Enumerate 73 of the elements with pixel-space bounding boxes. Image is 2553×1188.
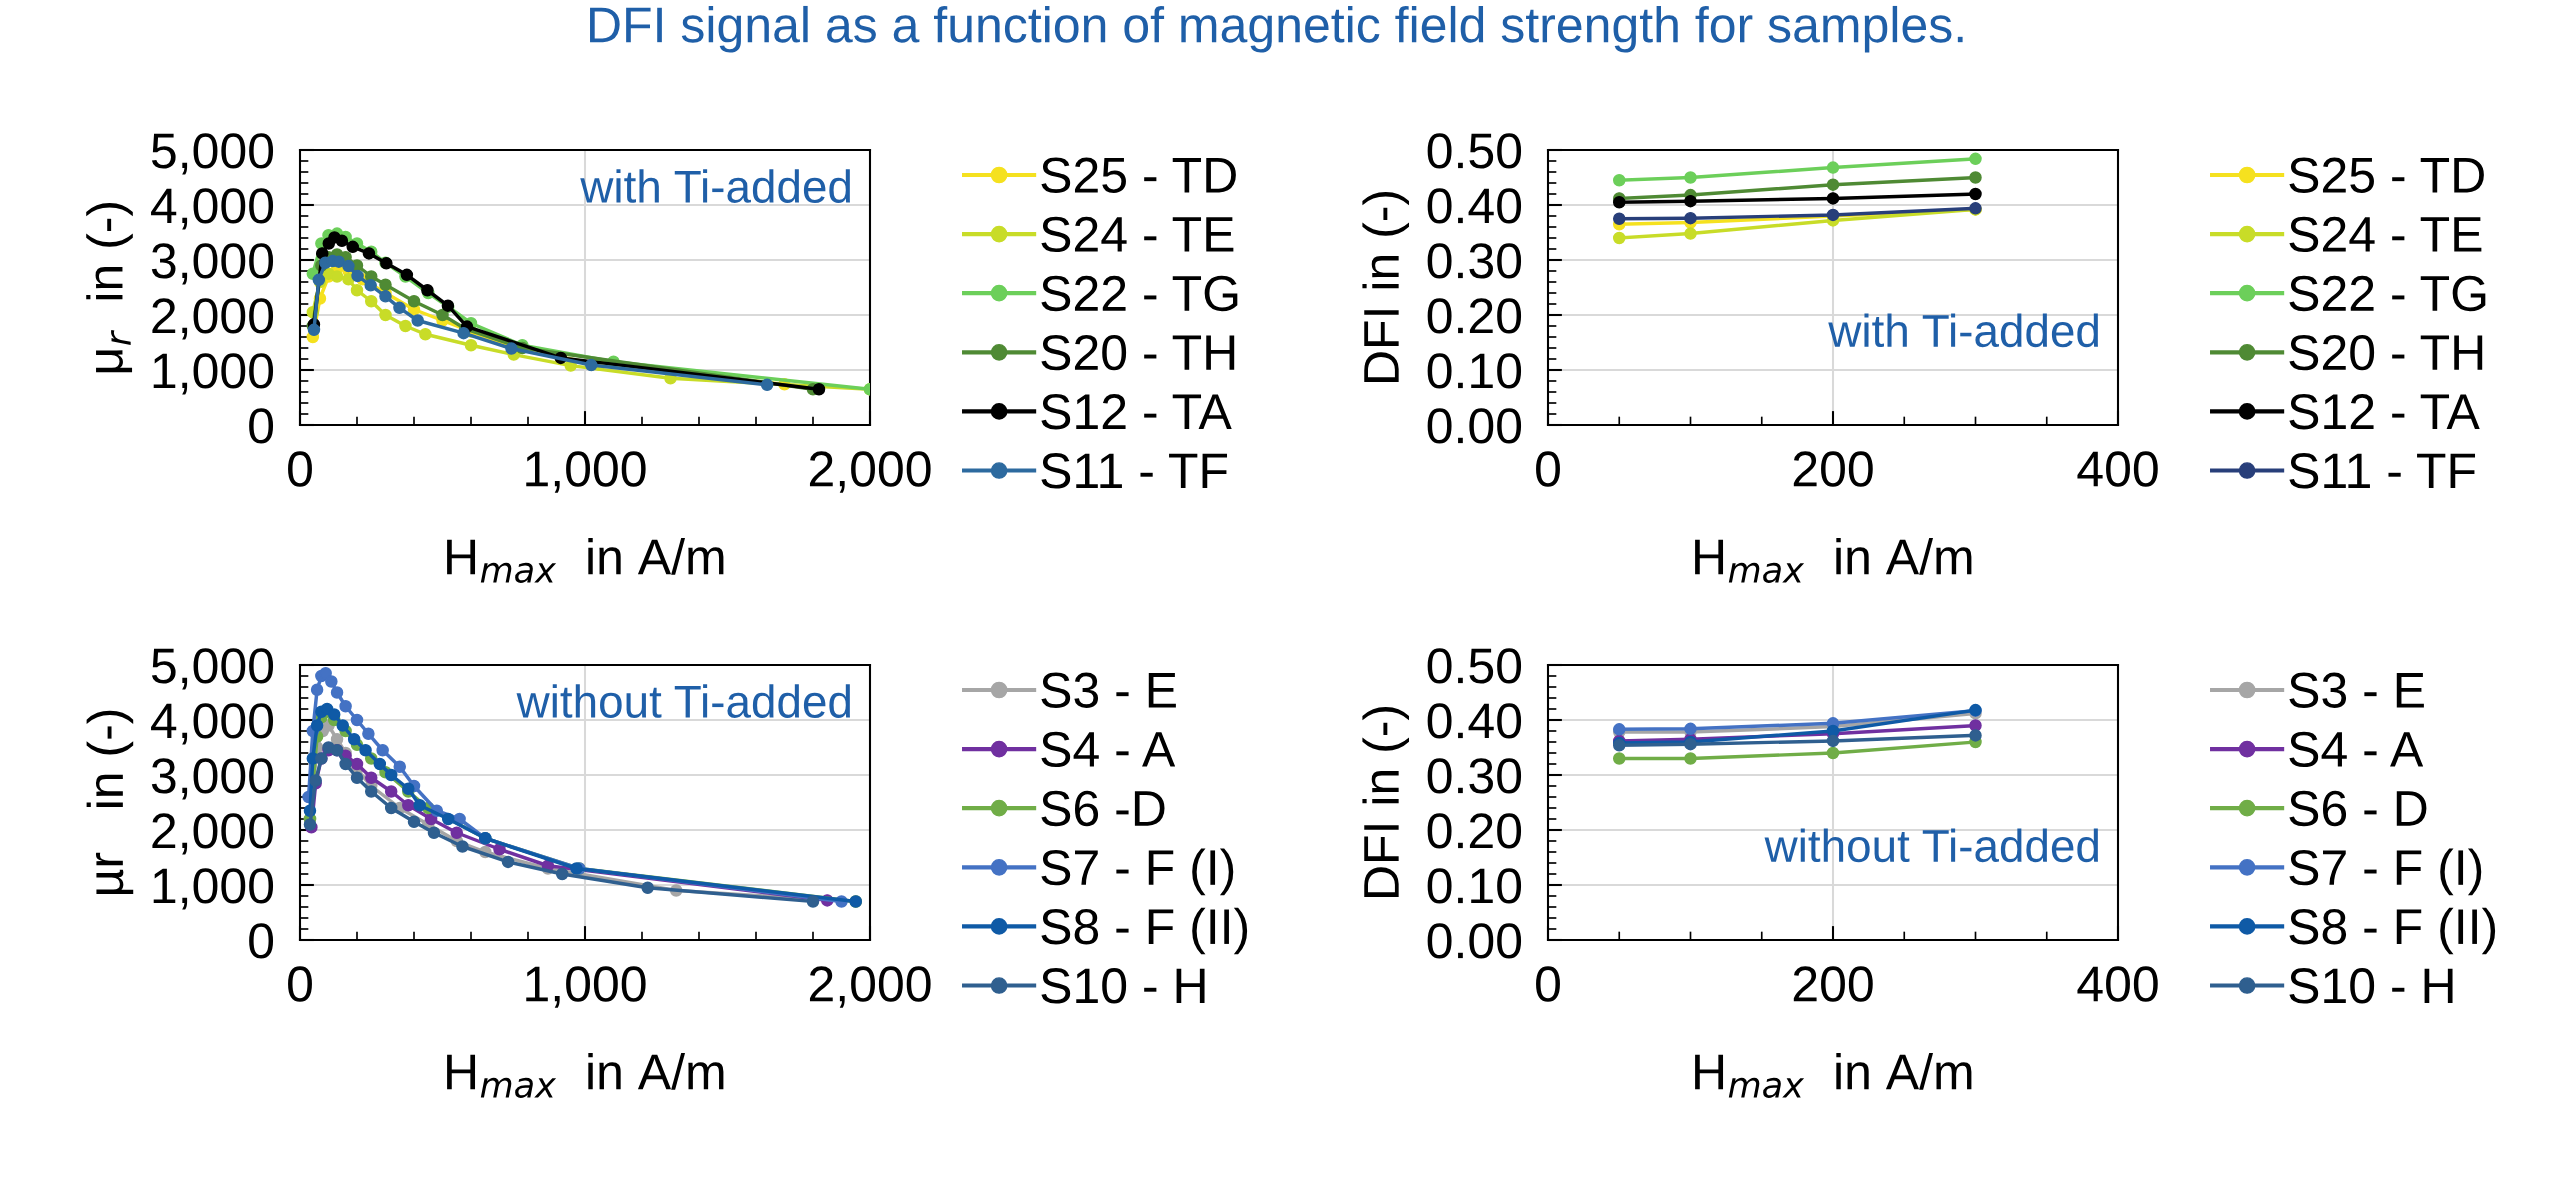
- y-axis-title: DFI in (-): [1362, 707, 1410, 897]
- annotation: with Ti-added: [580, 169, 850, 203]
- y-tick-label: 0.10: [1427, 868, 1522, 904]
- x-axis-title: H$_{max}$ in A/m: [447, 1053, 724, 1098]
- y-tick-label: 0.30: [1427, 758, 1522, 794]
- x-tick-label: 400: [2077, 451, 2158, 487]
- x-axis-title: H$_{max}$ in A/m: [1695, 1053, 1972, 1098]
- x-tick-label: 0: [1536, 966, 1560, 1002]
- legend-label: S25 - TD: [1041, 157, 1236, 193]
- x-tick-label: 1,000: [526, 451, 646, 493]
- x-tick-label: 0: [288, 451, 312, 487]
- legend-label: S12 - TA: [2289, 394, 2480, 430]
- y-tick-label: 1,000: [153, 353, 274, 395]
- y-tick-label: 5,000: [151, 648, 274, 690]
- x-tick-label: 1,000: [526, 966, 646, 1008]
- legend-label: S12 - TA: [1041, 394, 1232, 430]
- legend-label: S25 - TD: [2289, 157, 2484, 193]
- legend-label: S10 - H: [1041, 968, 1205, 1004]
- legend-label: S4 - A: [2289, 731, 2424, 768]
- y-tick-label: 0.10: [1427, 353, 1522, 389]
- legend-label: S11 - TF: [1041, 453, 1228, 489]
- y-tick-label: 4,000: [151, 188, 274, 230]
- y-tick-label: 0.40: [1427, 703, 1522, 739]
- y-tick-label: 2,000: [152, 813, 274, 855]
- y-tick-label: 4,000: [151, 703, 274, 745]
- legend-label: S3 - E: [1041, 672, 1176, 708]
- legend-label: S10 - H: [2289, 968, 2453, 1004]
- y-tick-label: 5,000: [151, 133, 274, 175]
- y-tick-label: 0.00: [1427, 923, 1522, 959]
- y-tick-label: 0.00: [1427, 408, 1522, 444]
- legend-label: S24 - TE: [2289, 216, 2482, 253]
- y-tick-label: 0.50: [1427, 648, 1522, 684]
- x-axis-title: H$_{max}$ in A/m: [447, 538, 724, 583]
- legend-label: S8 - F (II): [2289, 907, 2496, 955]
- x-tick-label: 0: [288, 966, 312, 1002]
- x-tick-label: 200: [1793, 966, 1873, 1002]
- y-tick-label: 3,000: [151, 243, 274, 285]
- legend-label: S22 - TG: [1041, 275, 1238, 312]
- annotation: with Ti-added: [1828, 313, 2098, 348]
- annotation: without Ti-added: [516, 684, 850, 718]
- y-tick-label: 0: [249, 408, 274, 444]
- legend-label: S7 - F (I): [1041, 848, 1234, 896]
- y-axis-title: DFI in (-): [1362, 192, 1410, 382]
- legend-label: S8 - F (II): [1041, 907, 1248, 955]
- y-tick-label: 2,000: [152, 298, 274, 340]
- x-tick-label: 0: [1536, 451, 1560, 487]
- annotation: without Ti-added: [1764, 828, 2098, 863]
- legend-label: S7 - F (I): [2289, 848, 2482, 896]
- y-tick-label: 0.50: [1427, 133, 1522, 169]
- y-tick-label: 0.40: [1427, 188, 1522, 224]
- y-tick-label: 3,000: [151, 758, 274, 800]
- x-tick-label: 2,000: [809, 451, 931, 493]
- legend-label: S4 - A: [1041, 731, 1176, 768]
- y-tick-label: 1,000: [153, 868, 274, 910]
- y-axis-title: µr in (-): [86, 710, 134, 895]
- legend-label: S6 -D: [1041, 790, 1165, 827]
- y-tick-label: 0: [249, 923, 274, 959]
- legend-label: S22 - TG: [2289, 275, 2486, 312]
- y-tick-label: 0.30: [1427, 243, 1522, 279]
- x-tick-label: 200: [1793, 451, 1873, 487]
- y-tick-label: 0.20: [1427, 298, 1522, 334]
- legend-label: S20 - TH: [2289, 334, 2483, 371]
- x-tick-label: 2,000: [809, 966, 931, 1008]
- legend-label: S3 - E: [2289, 672, 2424, 708]
- x-tick-label: 400: [2077, 966, 2158, 1002]
- y-axis-title: μ$_{r}$ in (-): [86, 203, 133, 373]
- x-axis-title: H$_{max}$ in A/m: [1695, 538, 1972, 583]
- legend-label: S20 - TH: [1041, 334, 1235, 371]
- text: DFI signal as a function of magnetic field strength for samples.: [590, 5, 1963, 53]
- y-tick-label: 0.20: [1427, 813, 1522, 849]
- legend-label: S6 - D: [2289, 790, 2427, 827]
- legend-label: S11 - TF: [2289, 453, 2476, 489]
- legend-label: S24 - TE: [1041, 216, 1234, 253]
